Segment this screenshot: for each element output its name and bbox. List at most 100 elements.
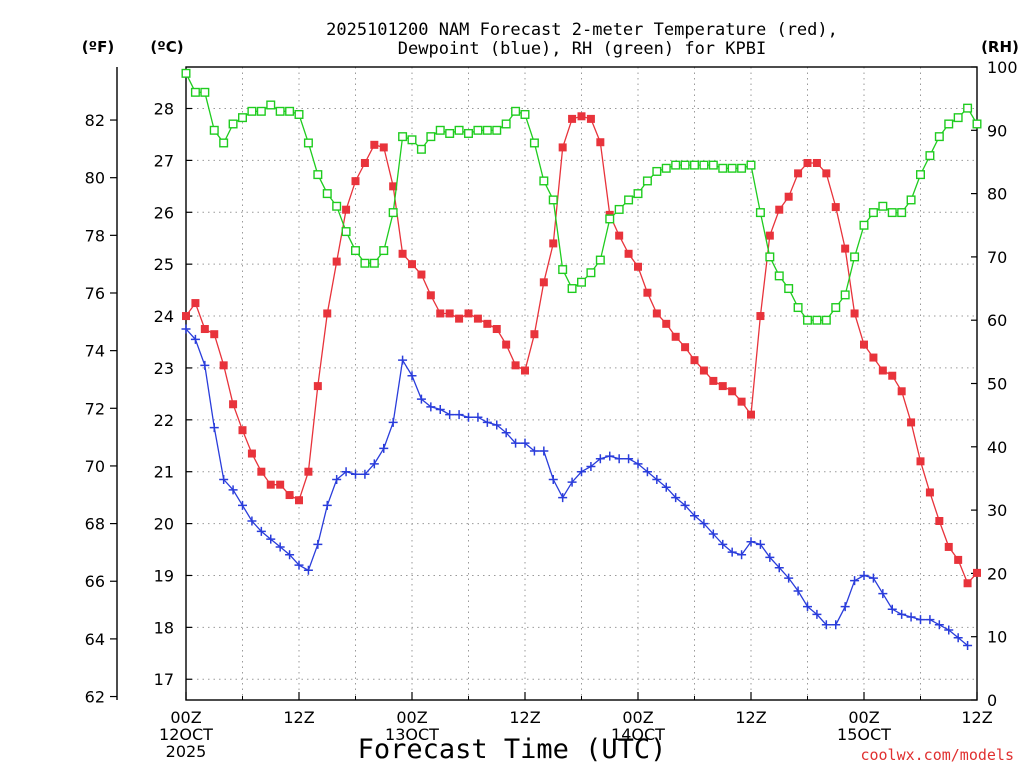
data-point	[624, 454, 634, 464]
data-point	[351, 177, 360, 186]
data-point	[529, 138, 539, 148]
data-point	[774, 563, 784, 573]
data-point	[190, 87, 200, 97]
data-point	[737, 397, 746, 406]
data-point	[567, 284, 577, 294]
data-point	[219, 361, 228, 370]
data-point	[256, 526, 266, 536]
data-point	[238, 426, 247, 435]
celsius-tick-label: 25	[154, 255, 174, 274]
data-point	[822, 169, 831, 178]
data-point	[342, 205, 351, 214]
data-point	[765, 231, 774, 240]
data-point	[407, 135, 417, 145]
data-point	[634, 262, 642, 271]
data-point	[756, 312, 765, 321]
data-point	[718, 163, 728, 173]
data-point	[934, 620, 944, 630]
data-point	[558, 265, 568, 275]
data-point	[812, 315, 822, 325]
data-point	[455, 314, 464, 323]
x-tick-label: 12Z	[283, 708, 314, 727]
data-point	[642, 176, 652, 186]
chart-title-line1: 2025101200 NAM Forecast 2-meter Temperat…	[326, 20, 838, 40]
celsius-tick-label: 28	[154, 100, 174, 119]
data-point	[511, 361, 520, 370]
data-point	[539, 278, 548, 287]
data-point	[615, 231, 624, 240]
data-point	[699, 160, 709, 170]
data-point	[595, 255, 605, 265]
x-axis-title: Forecast Time (UTC)	[358, 734, 667, 765]
fahrenheit-tick-label: 70	[85, 457, 105, 476]
rh-tick-label: 30	[987, 501, 1007, 520]
data-point	[605, 451, 615, 461]
data-point	[755, 208, 765, 218]
data-point	[313, 539, 323, 549]
data-point	[275, 542, 285, 552]
tick-labels: 17 18 19 20 21 22 23 24 25 26 27 28 62 64 66 68 70 72 74 76…	[85, 58, 1018, 761]
data-point	[784, 284, 794, 294]
series-2-meter-temperature	[182, 112, 981, 588]
data-point	[464, 309, 473, 318]
data-point	[878, 366, 887, 375]
data-point	[303, 565, 313, 575]
data-point	[295, 496, 303, 505]
data-point	[793, 303, 803, 313]
data-point	[577, 467, 586, 477]
celsius-tick-label: 17	[154, 670, 174, 689]
x-tick-label: 12Z	[961, 708, 992, 727]
data-point	[416, 394, 426, 404]
rh-tick-label: 20	[987, 564, 1007, 583]
celsius-tick-label: 19	[154, 566, 174, 585]
data-point	[662, 319, 671, 328]
data-point	[765, 252, 775, 262]
data-point	[237, 113, 247, 123]
data-point	[511, 438, 521, 448]
data-point	[266, 480, 275, 489]
data-point	[803, 158, 812, 167]
data-point	[548, 195, 558, 205]
data-point	[652, 474, 662, 484]
celsius-tick-label: 18	[154, 618, 174, 637]
data-point	[379, 143, 388, 152]
data-point	[831, 620, 841, 630]
data-point	[417, 270, 426, 279]
celsius-tick-label: 23	[154, 359, 174, 378]
data-point	[285, 106, 295, 116]
data-point	[765, 552, 775, 562]
data-point	[332, 257, 341, 266]
x-tick-label: 14OCT	[611, 725, 665, 744]
data-point	[294, 109, 304, 119]
data-point	[897, 609, 907, 619]
data-point	[614, 204, 624, 214]
data-point	[482, 417, 492, 427]
data-point	[454, 410, 464, 420]
data-point	[304, 467, 313, 476]
data-point	[567, 477, 577, 487]
data-point	[944, 542, 953, 551]
data-point	[595, 454, 605, 464]
data-point	[483, 319, 492, 328]
data-point	[558, 493, 568, 503]
data-point	[860, 340, 868, 349]
data-point	[746, 160, 756, 170]
data-point	[501, 119, 511, 129]
data-point	[868, 573, 878, 583]
data-point	[878, 201, 888, 211]
data-point	[755, 539, 765, 549]
data-point	[389, 182, 398, 191]
data-point	[690, 356, 699, 365]
data-point	[605, 214, 615, 224]
data-point	[182, 312, 190, 321]
data-point	[708, 529, 718, 539]
data-point	[247, 449, 256, 458]
rh-tick-label: 40	[987, 438, 1007, 457]
data-point	[953, 633, 963, 643]
data-point	[229, 400, 238, 409]
data-point	[671, 160, 681, 170]
data-point	[652, 166, 662, 176]
data-point	[690, 160, 700, 170]
data-point	[360, 469, 370, 479]
fahrenheit-tick-label: 72	[85, 399, 105, 418]
